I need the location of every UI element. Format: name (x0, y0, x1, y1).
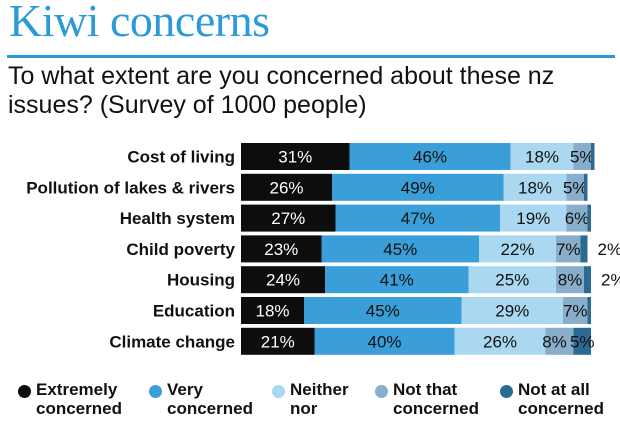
data-label: 24% (266, 271, 300, 290)
bar-segment-not-that-concerned (566, 204, 588, 232)
bar-segment-extremely-concerned (241, 327, 315, 355)
bar-segment-not-that-concerned (566, 173, 584, 201)
bar-segment-neither-nor (468, 266, 556, 294)
data-label: 7% (556, 240, 581, 259)
category-label-cost-of-living: Cost of living (127, 148, 235, 167)
bar-segment-extremely-concerned (241, 204, 336, 232)
category-label-education: Education (153, 302, 235, 321)
bar-segment-very-concerned (349, 143, 511, 170)
data-label: 18% (255, 302, 289, 321)
legend-swatch (149, 385, 162, 398)
legend-swatch (18, 385, 31, 398)
data-label: 45% (383, 240, 417, 259)
bar-segment-extremely-concerned (241, 266, 325, 294)
bar-segment-extremely-concerned (241, 143, 350, 170)
legend-swatch (500, 385, 513, 398)
data-label: 45% (366, 302, 400, 321)
bar-segment-extremely-concerned (241, 235, 322, 263)
bar-segment-neither-nor (461, 297, 563, 324)
legend-label: Neither nor (290, 380, 349, 418)
bar-segment-neither-nor (510, 143, 574, 170)
data-label: 26% (269, 178, 303, 197)
data-label: 46% (413, 148, 447, 167)
data-label: 2% (598, 240, 620, 259)
legend-label: Not at all concerned (518, 380, 604, 418)
bar-segment-very-concerned (304, 297, 462, 324)
bar-segment-not-that-concerned (556, 266, 584, 294)
bar-segment-very-concerned (335, 204, 500, 232)
bar-segment-neither-nor (479, 235, 556, 263)
data-label: 5% (570, 332, 595, 351)
data-label: 2% (601, 271, 620, 290)
data-label: 18% (518, 178, 552, 197)
data-label: 31% (278, 148, 312, 167)
bar-segment-extremely-concerned (241, 173, 332, 201)
bar-segment-very-concerned (332, 173, 504, 201)
legend-swatch (375, 385, 388, 398)
bar-segment-neither-nor (500, 204, 567, 232)
bar-segment-extremely-concerned (241, 297, 304, 324)
category-label-health-system: Health system (120, 209, 235, 228)
bar-segment-neither-nor (503, 173, 567, 201)
data-label: 29% (495, 302, 529, 321)
bar-segment-not-that-concerned (556, 235, 581, 263)
legend-swatch (272, 385, 285, 398)
data-label: 47% (401, 209, 435, 228)
bar-segment-not-that-concerned (573, 143, 591, 170)
data-label: 41% (380, 271, 414, 290)
data-label: 19% (516, 209, 550, 228)
bar-segment-not-at-all-concerned (573, 327, 591, 355)
category-label-climate-change: Climate change (109, 332, 235, 351)
data-label: 21% (261, 332, 295, 351)
data-label: 22% (500, 240, 534, 259)
data-label: 8% (542, 332, 567, 351)
bar-segment-not-at-all-concerned (591, 143, 595, 170)
bar-segment-neither-nor (454, 327, 546, 355)
data-label: 8% (558, 271, 583, 290)
data-label: 40% (367, 332, 401, 351)
category-label-pollution-of-lakes-and-rivers: Pollution of lakes & rivers (26, 178, 235, 197)
stacked-bar-chart: Cost of living 31% 46% 18% 5%Pollution of la… (26, 143, 620, 355)
data-label: 5% (570, 148, 595, 167)
bar-segment-not-at-all-concerned (584, 173, 588, 201)
bar-segment-not-that-concerned (563, 297, 588, 324)
bar-segment-not-at-all-concerned (584, 266, 591, 294)
data-label: 5% (563, 178, 588, 197)
bar-segment-very-concerned (325, 266, 469, 294)
data-label: 49% (401, 178, 435, 197)
data-label: 6% (565, 209, 590, 228)
bar-segment-not-at-all-concerned (587, 204, 591, 232)
legend-label: Extremely concerned (36, 380, 122, 418)
data-label: 26% (483, 332, 517, 351)
chart-subtitle: To what extent are you concerned about t… (8, 62, 555, 119)
bar-segment-very-concerned (314, 327, 455, 355)
category-label-housing: Housing (167, 271, 235, 290)
data-label: 7% (563, 302, 588, 321)
bar-segment-very-concerned (321, 235, 479, 263)
data-label: 27% (271, 209, 305, 228)
legend-label: Not that concerned (393, 380, 479, 418)
title-divider (7, 55, 615, 58)
data-label: 23% (264, 240, 298, 259)
bar-segment-not-at-all-concerned (587, 297, 591, 324)
data-label: 18% (525, 148, 559, 167)
bar-segment-not-that-concerned (545, 327, 574, 355)
category-label-child-poverty: Child poverty (126, 240, 235, 259)
legend-label: Very concerned (167, 380, 253, 418)
chart-title: Kiwi concerns (9, 0, 270, 46)
bar-segment-not-at-all-concerned (580, 235, 588, 263)
data-label: 25% (495, 271, 529, 290)
